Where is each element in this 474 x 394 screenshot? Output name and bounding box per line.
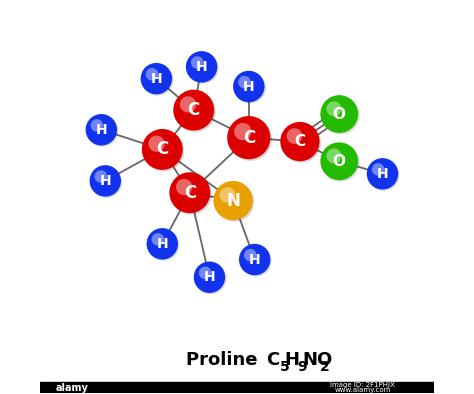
Text: www.alamy.com: www.alamy.com bbox=[335, 387, 391, 393]
Text: H: H bbox=[249, 253, 261, 267]
Circle shape bbox=[186, 51, 218, 83]
Text: H: H bbox=[196, 60, 208, 74]
Text: NO: NO bbox=[302, 351, 332, 369]
Circle shape bbox=[191, 56, 203, 69]
Circle shape bbox=[320, 142, 358, 180]
Circle shape bbox=[141, 63, 172, 95]
Text: H: H bbox=[377, 167, 388, 181]
Circle shape bbox=[142, 129, 183, 170]
Circle shape bbox=[173, 90, 214, 130]
Text: H: H bbox=[156, 237, 168, 251]
Text: 5: 5 bbox=[280, 360, 289, 374]
Circle shape bbox=[229, 118, 272, 161]
Circle shape bbox=[148, 229, 179, 261]
Circle shape bbox=[327, 149, 341, 164]
Text: Image ID: 2F1PHJX: Image ID: 2F1PHJX bbox=[330, 383, 395, 388]
Circle shape bbox=[240, 245, 272, 277]
Text: C: C bbox=[294, 134, 305, 149]
Text: C: C bbox=[188, 101, 200, 119]
Text: H: H bbox=[151, 72, 162, 85]
Circle shape bbox=[194, 262, 225, 293]
Circle shape bbox=[187, 52, 219, 84]
Text: H: H bbox=[284, 351, 299, 369]
Circle shape bbox=[227, 116, 271, 159]
Circle shape bbox=[91, 166, 122, 198]
Circle shape bbox=[219, 187, 236, 203]
Text: H: H bbox=[204, 270, 215, 284]
Circle shape bbox=[195, 263, 227, 294]
Circle shape bbox=[282, 123, 321, 163]
Circle shape bbox=[368, 159, 400, 191]
Circle shape bbox=[90, 165, 121, 197]
Circle shape bbox=[91, 119, 103, 132]
Circle shape bbox=[175, 91, 216, 132]
Text: O: O bbox=[333, 154, 346, 169]
Text: H: H bbox=[96, 123, 107, 137]
Circle shape bbox=[322, 97, 360, 134]
Text: alamy: alamy bbox=[55, 383, 88, 393]
Text: C: C bbox=[266, 351, 280, 369]
Text: C: C bbox=[156, 140, 168, 158]
Bar bbox=[40, 382, 434, 393]
Circle shape bbox=[234, 72, 266, 104]
Text: O: O bbox=[333, 106, 346, 121]
Circle shape bbox=[142, 64, 173, 96]
Circle shape bbox=[95, 170, 107, 183]
Text: 2: 2 bbox=[320, 360, 330, 374]
Text: N: N bbox=[226, 191, 240, 210]
Circle shape bbox=[87, 115, 118, 147]
Circle shape bbox=[244, 249, 256, 262]
Circle shape bbox=[86, 114, 117, 145]
Circle shape bbox=[199, 267, 211, 279]
Circle shape bbox=[148, 136, 165, 152]
Circle shape bbox=[322, 144, 360, 182]
Circle shape bbox=[152, 233, 164, 246]
Circle shape bbox=[171, 174, 212, 215]
Circle shape bbox=[280, 122, 319, 161]
Circle shape bbox=[239, 244, 271, 275]
Circle shape bbox=[372, 163, 384, 176]
Text: C: C bbox=[184, 184, 196, 202]
Circle shape bbox=[146, 68, 158, 80]
Circle shape bbox=[287, 128, 302, 144]
Circle shape bbox=[146, 228, 178, 260]
Circle shape bbox=[320, 95, 358, 133]
Circle shape bbox=[169, 172, 210, 213]
Text: 9: 9 bbox=[297, 360, 307, 374]
Text: H: H bbox=[243, 80, 255, 93]
Circle shape bbox=[144, 131, 184, 171]
Text: C: C bbox=[243, 128, 255, 147]
Circle shape bbox=[367, 158, 398, 190]
Circle shape bbox=[327, 101, 341, 116]
Circle shape bbox=[213, 181, 253, 220]
Text: H: H bbox=[100, 174, 111, 188]
Circle shape bbox=[234, 123, 251, 140]
Circle shape bbox=[233, 71, 264, 102]
Circle shape bbox=[215, 182, 255, 222]
Circle shape bbox=[176, 179, 192, 195]
Text: Proline: Proline bbox=[186, 351, 270, 369]
Circle shape bbox=[180, 96, 196, 113]
Circle shape bbox=[238, 76, 251, 88]
